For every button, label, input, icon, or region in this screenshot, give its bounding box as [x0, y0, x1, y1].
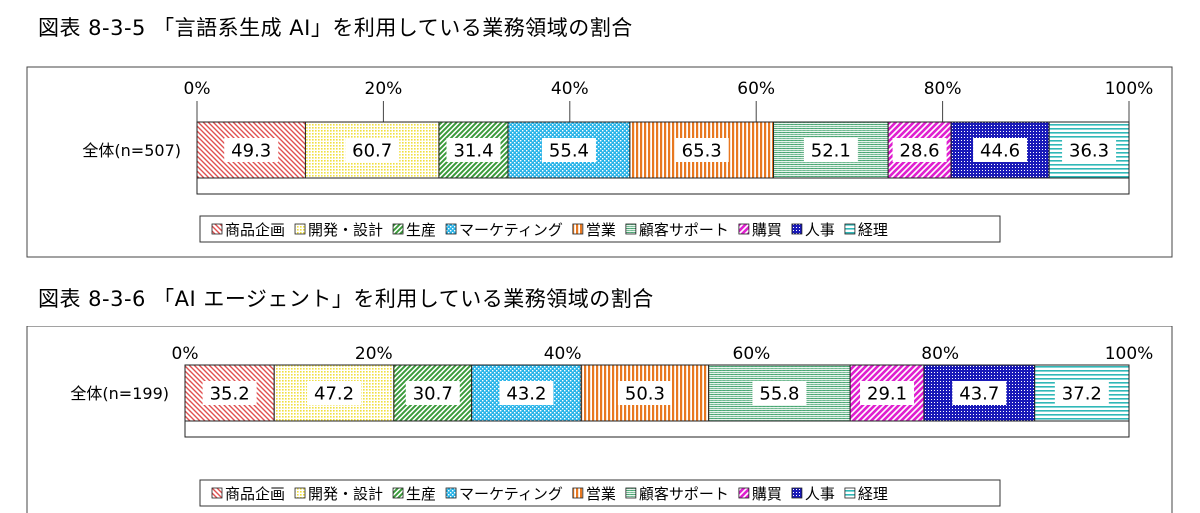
legend-label: 営業: [586, 485, 616, 503]
data-label-background: [202, 381, 257, 405]
legend-label: マーケティング: [459, 221, 563, 239]
legend-label: 開発・設計: [308, 485, 383, 503]
x-tick-label: 60%: [733, 344, 771, 364]
legend-swatch: [392, 487, 404, 499]
legend-label: 人事: [805, 221, 835, 239]
legend-label: 顧客サポート: [639, 221, 729, 239]
legend-label: 商品企画: [225, 221, 285, 239]
legend: 商品企画 開発・設計 生産 マーケティング 営業 顧客サポート 購買 人事 経理: [199, 479, 1001, 507]
data-label-background: [224, 138, 279, 162]
legend-swatch: [211, 487, 223, 499]
x-tick-label: 100%: [1105, 79, 1154, 99]
data-label-background: [307, 381, 362, 405]
x-tick-label: 40%: [544, 344, 582, 364]
data-label: 35.2: [210, 384, 250, 405]
legend-swatch: [572, 487, 584, 499]
legend-label: 商品企画: [225, 485, 285, 503]
data-label: 37.2: [1062, 384, 1102, 405]
legend-label: 人事: [805, 485, 835, 503]
bar-segment: [708, 364, 851, 422]
x-tick-label: 100%: [1105, 344, 1154, 364]
data-label: 43.2: [506, 384, 546, 405]
data-label-background: [345, 138, 400, 162]
legend-label: 経理: [858, 221, 888, 239]
data-label-background: [752, 381, 807, 405]
x-tick-label: 60%: [737, 79, 775, 99]
x-tick-label: 20%: [365, 79, 403, 99]
legend-swatch: [392, 223, 404, 235]
x-tick-label: 40%: [551, 79, 589, 99]
data-label-background: [1054, 381, 1109, 405]
category-label: 全体(n=199): [70, 384, 169, 403]
x-tick-label: 0%: [184, 79, 211, 99]
data-label: 30.7: [413, 384, 453, 405]
x-tick-label: 0%: [172, 344, 199, 364]
legend-swatch: [294, 487, 306, 499]
legend-label: 購買: [752, 485, 782, 503]
legend-swatch: [844, 487, 856, 499]
legend-swatch: [211, 223, 223, 235]
data-label: 31.4: [453, 141, 493, 162]
category-label: 全体(n=507): [82, 141, 181, 160]
x-tick-label: 20%: [355, 344, 393, 364]
legend-swatch: [738, 223, 750, 235]
legend-label: 経理: [858, 485, 888, 503]
legend-label: 生産: [406, 485, 436, 503]
legend-swatch: [625, 487, 637, 499]
stacked-bar-chart: 0% 20% 40% 60% 80% 100% 全体(n=199) 35.2 47.2 30.7 4…: [26, 326, 1173, 513]
legend-label: 生産: [406, 221, 436, 239]
legend-swatch: [294, 223, 306, 235]
data-label: 36.3: [1069, 141, 1109, 162]
data-label: 50.3: [625, 384, 665, 405]
data-label-background: [499, 381, 554, 405]
data-label-background: [803, 138, 858, 162]
chart-title: 図表 8-3-5 「言語系生成 AI」を利用している業務領域の割合: [38, 16, 633, 40]
legend-swatch: [445, 223, 457, 235]
data-label: 55.8: [759, 384, 799, 405]
data-label: 52.1: [811, 141, 851, 162]
legend-label: マーケティング: [459, 485, 563, 503]
data-label: 29.1: [867, 384, 907, 405]
legend-swatch: [791, 487, 803, 499]
x-tick-label: 80%: [921, 344, 959, 364]
data-label-background: [952, 381, 1007, 405]
data-label-background: [973, 138, 1028, 162]
data-label-background: [674, 138, 729, 162]
legend-label: 開発・設計: [308, 221, 383, 239]
legend: 商品企画 開発・設計 生産 マーケティング 営業 顧客サポート 購買 人事 経理: [199, 215, 1001, 243]
legend-swatch: [791, 223, 803, 235]
data-label: 44.6: [980, 141, 1020, 162]
data-label: 49.3: [231, 141, 271, 162]
x-tick-label: 80%: [924, 79, 962, 99]
chart-title: 図表 8-3-6 「AI エージェント」を利用している業務領域の割合: [38, 287, 654, 311]
legend-swatch: [572, 223, 584, 235]
legend-label: 営業: [586, 221, 616, 239]
bar-segment: [273, 364, 395, 422]
data-label-background: [860, 381, 915, 405]
data-label: 55.4: [549, 141, 589, 162]
data-label-background: [541, 138, 596, 162]
data-label-background: [405, 381, 460, 405]
data-label-background: [617, 381, 672, 405]
data-label-background: [1062, 138, 1117, 162]
legend-label: 顧客サポート: [639, 485, 729, 503]
stacked-bar-chart: 0% 20% 40% 60% 80% 100% 全体(n=507) 49.3 60.7 31.4 5…: [26, 66, 1173, 258]
data-label-background: [446, 138, 501, 162]
legend-swatch: [738, 487, 750, 499]
data-label: 47.2: [314, 384, 354, 405]
data-label: 60.7: [352, 141, 392, 162]
data-label: 43.7: [959, 384, 999, 405]
data-label: 65.3: [682, 141, 722, 162]
data-label: 28.6: [900, 141, 940, 162]
data-label-background: [892, 138, 947, 162]
legend-swatch: [445, 487, 457, 499]
legend-label: 購買: [752, 221, 782, 239]
legend-swatch: [625, 223, 637, 235]
legend-swatch: [844, 223, 856, 235]
